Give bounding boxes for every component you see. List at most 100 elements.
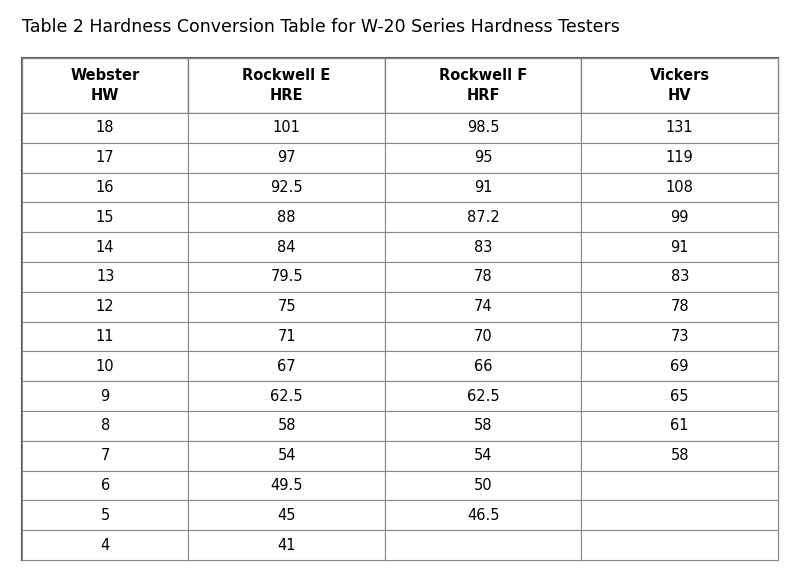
- Text: 73: 73: [670, 329, 689, 344]
- Text: 70: 70: [474, 329, 493, 344]
- Bar: [385, 172, 582, 202]
- Bar: [188, 202, 385, 232]
- Text: 88: 88: [278, 210, 296, 225]
- Text: 66: 66: [474, 359, 493, 374]
- Bar: [188, 470, 385, 500]
- Bar: [385, 113, 582, 143]
- Bar: [22, 441, 188, 470]
- Bar: [582, 470, 778, 500]
- Text: 45: 45: [278, 508, 296, 523]
- Text: 17: 17: [96, 150, 114, 165]
- Text: 8: 8: [101, 418, 110, 433]
- Bar: [188, 351, 385, 381]
- Bar: [582, 113, 778, 143]
- Bar: [582, 172, 778, 202]
- Text: Webster: Webster: [70, 68, 140, 83]
- Text: 119: 119: [666, 150, 694, 165]
- Bar: [582, 232, 778, 262]
- Text: 4: 4: [101, 537, 110, 552]
- Bar: [22, 232, 188, 262]
- Text: 10: 10: [96, 359, 114, 374]
- Bar: [582, 441, 778, 470]
- Bar: [582, 500, 778, 530]
- Text: 62.5: 62.5: [270, 388, 303, 403]
- Bar: [22, 381, 188, 411]
- Bar: [22, 351, 188, 381]
- Text: 91: 91: [670, 240, 689, 254]
- Text: 71: 71: [278, 329, 296, 344]
- Bar: [22, 172, 188, 202]
- Bar: [22, 262, 188, 292]
- Text: 61: 61: [670, 418, 689, 433]
- Text: HRF: HRF: [466, 88, 500, 103]
- Bar: [188, 143, 385, 172]
- Text: 91: 91: [474, 180, 493, 195]
- Bar: [385, 143, 582, 172]
- Bar: [582, 202, 778, 232]
- Text: 6: 6: [101, 478, 110, 493]
- Bar: [188, 172, 385, 202]
- Bar: [22, 321, 188, 351]
- Bar: [22, 411, 188, 441]
- Text: 69: 69: [670, 359, 689, 374]
- Text: Table 2 Hardness Conversion Table for W-20 Series Hardness Testers: Table 2 Hardness Conversion Table for W-…: [22, 18, 620, 36]
- Text: HRE: HRE: [270, 88, 303, 103]
- Bar: [22, 202, 188, 232]
- Bar: [188, 530, 385, 560]
- Text: 58: 58: [474, 418, 493, 433]
- Text: 54: 54: [278, 448, 296, 463]
- Bar: [22, 500, 188, 530]
- Bar: [582, 143, 778, 172]
- Text: Vickers: Vickers: [650, 68, 710, 83]
- Bar: [385, 351, 582, 381]
- Bar: [582, 381, 778, 411]
- Text: 49.5: 49.5: [270, 478, 303, 493]
- Text: Rockwell F: Rockwell F: [439, 68, 527, 83]
- Text: Rockwell E: Rockwell E: [242, 68, 330, 83]
- Text: 15: 15: [96, 210, 114, 225]
- Text: 46.5: 46.5: [467, 508, 499, 523]
- Text: 65: 65: [670, 388, 689, 403]
- Bar: [385, 292, 582, 321]
- Bar: [22, 530, 188, 560]
- Bar: [582, 58, 778, 113]
- Bar: [188, 321, 385, 351]
- Text: 75: 75: [278, 299, 296, 314]
- Bar: [582, 321, 778, 351]
- Bar: [582, 292, 778, 321]
- Text: 97: 97: [278, 150, 296, 165]
- Text: 16: 16: [96, 180, 114, 195]
- Text: 50: 50: [474, 478, 493, 493]
- Text: 11: 11: [96, 329, 114, 344]
- Bar: [385, 441, 582, 470]
- Text: HV: HV: [668, 88, 691, 103]
- Bar: [385, 411, 582, 441]
- Text: 78: 78: [670, 299, 689, 314]
- Text: 101: 101: [273, 120, 301, 135]
- Text: 9: 9: [101, 388, 110, 403]
- Text: 78: 78: [474, 269, 493, 284]
- Bar: [385, 202, 582, 232]
- Text: 83: 83: [670, 269, 689, 284]
- Text: 12: 12: [96, 299, 114, 314]
- Text: 79.5: 79.5: [270, 269, 303, 284]
- Text: 83: 83: [474, 240, 492, 254]
- Text: 54: 54: [474, 448, 493, 463]
- Text: 74: 74: [474, 299, 493, 314]
- Bar: [188, 500, 385, 530]
- Bar: [385, 321, 582, 351]
- Text: 84: 84: [278, 240, 296, 254]
- Text: 18: 18: [96, 120, 114, 135]
- Text: 7: 7: [101, 448, 110, 463]
- Bar: [385, 58, 582, 113]
- Bar: [385, 500, 582, 530]
- Bar: [385, 381, 582, 411]
- Bar: [188, 58, 385, 113]
- Bar: [22, 58, 188, 113]
- Bar: [22, 470, 188, 500]
- Bar: [385, 262, 582, 292]
- Text: 95: 95: [474, 150, 493, 165]
- Text: 92.5: 92.5: [270, 180, 303, 195]
- Bar: [582, 530, 778, 560]
- Text: 99: 99: [670, 210, 689, 225]
